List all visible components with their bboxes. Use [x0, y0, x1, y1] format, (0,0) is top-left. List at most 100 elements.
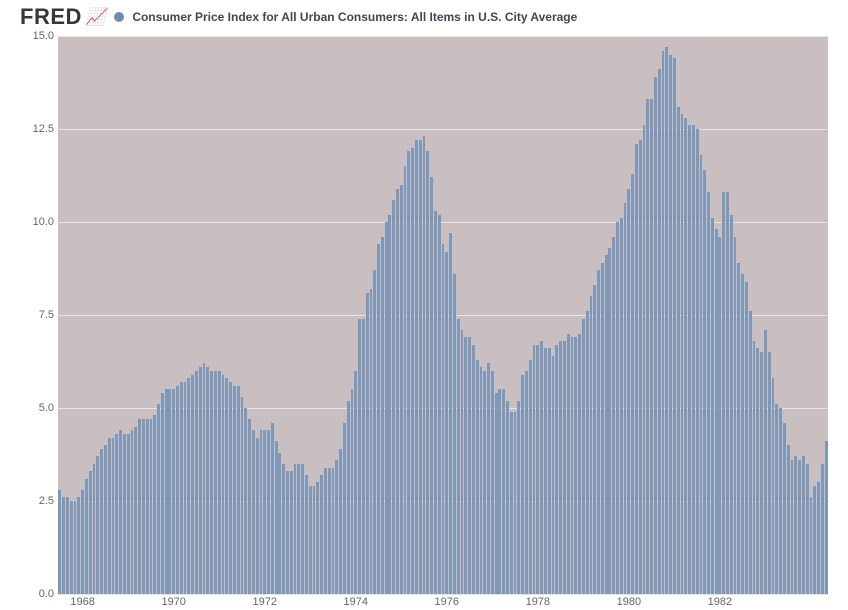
bar	[605, 255, 608, 594]
bar	[597, 270, 600, 594]
bar	[313, 486, 316, 594]
bar	[343, 423, 346, 594]
bar	[275, 441, 278, 594]
bar	[665, 47, 668, 594]
bar	[172, 389, 175, 594]
bar	[476, 360, 479, 594]
bar	[787, 445, 790, 594]
bar	[373, 270, 376, 594]
bar	[806, 464, 809, 594]
bar	[415, 140, 418, 594]
bar	[627, 189, 630, 594]
bar	[332, 468, 335, 594]
bar	[753, 341, 756, 594]
bar	[612, 237, 615, 594]
bar	[563, 341, 566, 594]
bar	[654, 77, 657, 594]
bar	[210, 371, 213, 594]
bar	[62, 497, 65, 594]
bar	[707, 192, 710, 594]
bar	[821, 464, 824, 594]
bar	[620, 218, 623, 594]
bar	[222, 375, 225, 594]
bar	[77, 497, 80, 594]
bar	[297, 464, 300, 594]
bar	[411, 148, 414, 594]
bar	[681, 114, 684, 594]
bar	[449, 233, 452, 594]
bar	[639, 140, 642, 594]
bar	[301, 464, 304, 594]
bar	[586, 311, 589, 594]
bar	[388, 215, 391, 594]
bar	[89, 471, 92, 594]
bar	[571, 337, 574, 594]
bar	[131, 430, 134, 594]
bar	[643, 125, 646, 594]
legend-label: Consumer Price Index for All Urban Consu…	[132, 10, 577, 24]
chart-header: FRED 📈 Consumer Price Index for All Urba…	[0, 0, 848, 32]
bar	[578, 334, 581, 594]
bar	[810, 497, 813, 594]
bar	[498, 389, 501, 594]
bar	[718, 237, 721, 594]
bar	[225, 378, 228, 594]
bar	[741, 274, 744, 594]
y-tick-label: 15.0	[33, 30, 54, 42]
bar	[354, 371, 357, 594]
bar	[187, 378, 190, 594]
bar	[218, 371, 221, 594]
bar	[119, 430, 122, 594]
bar	[108, 438, 111, 594]
bar	[248, 419, 251, 594]
bar	[206, 367, 209, 594]
bar	[328, 468, 331, 594]
gridline	[58, 36, 828, 37]
x-tick-label: 1982	[708, 596, 732, 608]
bar	[123, 434, 126, 594]
bar	[237, 386, 240, 594]
bar	[339, 449, 342, 594]
bar	[688, 125, 691, 594]
bar	[601, 263, 604, 594]
bar	[396, 189, 399, 594]
bar	[438, 215, 441, 594]
bar	[180, 382, 183, 594]
bar	[734, 237, 737, 594]
bar	[271, 423, 274, 594]
bar	[772, 378, 775, 594]
bar	[134, 427, 137, 594]
bar	[453, 274, 456, 594]
bar	[366, 293, 369, 594]
bar	[157, 404, 160, 594]
bar	[487, 363, 490, 594]
bar	[624, 203, 627, 594]
bar	[684, 118, 687, 594]
bar	[817, 482, 820, 594]
x-tick-label: 1974	[344, 596, 368, 608]
bar	[677, 107, 680, 594]
bar	[309, 486, 312, 594]
bar	[662, 51, 665, 594]
x-tick-label: 1968	[70, 596, 94, 608]
bar	[510, 412, 513, 594]
bar	[590, 296, 593, 594]
x-tick-label: 1978	[526, 596, 550, 608]
bar	[715, 229, 718, 594]
logo-text: FRED	[20, 4, 82, 30]
bar	[517, 401, 520, 594]
y-tick-label: 0.0	[39, 588, 54, 600]
bar	[442, 244, 445, 594]
bar	[362, 319, 365, 594]
x-tick-label: 1976	[435, 596, 459, 608]
bar	[335, 460, 338, 594]
bar	[813, 486, 816, 594]
bar	[544, 348, 547, 594]
bar	[74, 501, 77, 594]
bar	[81, 490, 84, 594]
x-tick-label: 1972	[252, 596, 276, 608]
bar	[351, 389, 354, 594]
bar	[229, 382, 232, 594]
bar	[483, 371, 486, 594]
gridline	[58, 129, 828, 130]
